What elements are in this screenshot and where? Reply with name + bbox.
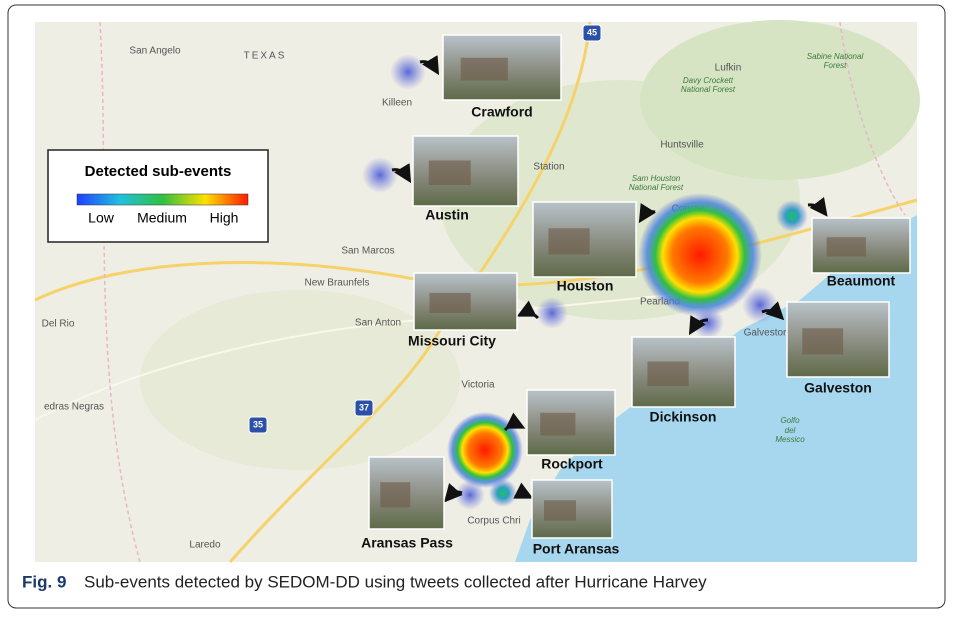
legend: Detected sub-events Low Medium High [47,149,269,243]
arrow [761,301,785,321]
arrow [419,55,440,76]
heat [362,54,808,510]
arrow [516,300,540,320]
map-label: Killeen [382,98,412,109]
photo-detail [826,237,866,257]
map-label: Davy Crockett [683,76,734,85]
map-label: edras Negras [44,402,104,413]
map-label: Sabine National [807,52,864,61]
arrow [688,315,709,336]
map-label: San Angelo [129,46,181,57]
arrow [444,483,463,503]
map-label: New Braunfels [304,278,369,289]
arrow [807,197,828,217]
event-label: Dickinson [650,409,717,425]
event-label: Aransas Pass [361,535,453,551]
photo-detail [540,412,576,436]
color-scale [76,193,249,206]
map-label: Lufkin [715,63,742,74]
legend-high: High [210,210,239,226]
highway-shield [582,24,602,42]
photo-detail [460,57,508,81]
map-label: 45 [587,27,597,37]
event-label: Houston [557,278,614,294]
map-label: San Marcos [341,246,394,257]
highway-shield [248,416,268,434]
map-label: Forest [824,61,847,70]
event-label: Port Aransas [533,541,620,557]
photo-detail [647,361,689,386]
map-label: 35 [253,419,263,429]
map-label: Galvestor [744,328,787,339]
photo-detail [429,292,471,313]
event-label: Galveston [804,380,872,396]
legend-low: Low [88,210,115,226]
map-label: Station [533,162,564,173]
map-label: TEXAS [244,51,287,62]
event-label: Crawford [471,104,532,120]
map-label: Del Rio [42,319,75,330]
caption-text: Sub-events detected by SEDOM-DD using tw… [84,572,707,591]
map-label: del [785,426,796,435]
photo-detail [802,328,844,355]
map-label: Victoria [461,380,495,391]
event-label: Missouri City [408,333,496,349]
events: Crawford Austin Houston Beaumont Missouri Ci… [361,34,911,557]
caption-number: Fig. 9 [22,572,66,591]
event-label: Rockport [541,456,603,472]
map-label: Messico [775,435,805,444]
map-label: National Forest [629,183,684,192]
arrow [391,163,412,184]
map-label: 37 [359,402,369,412]
legend-title: Detected sub-events [85,163,232,180]
highway-shield [354,399,374,417]
photo-detail [380,482,411,508]
map-label: San Anton [355,318,401,329]
arrow [503,412,526,432]
map-label: Laredo [189,540,221,551]
legend-medium: Medium [137,210,187,226]
photo-detail [428,160,471,185]
arrow [513,482,534,499]
event-label: Austin [425,207,469,223]
photo-detail [544,500,576,521]
map-label: National Forest [681,85,736,94]
map-label: Corpus Chri [467,516,520,527]
photo-detail [548,228,590,255]
arrow [638,203,656,224]
map-label: Golfo [780,416,800,425]
map-label: Sam Houston [632,174,681,183]
map-label: Huntsville [660,140,704,151]
event-label: Beaumont [827,273,896,289]
map-labels: San Angelo TEXAS Killeen Lufkin Davy Crocket… [42,24,864,551]
